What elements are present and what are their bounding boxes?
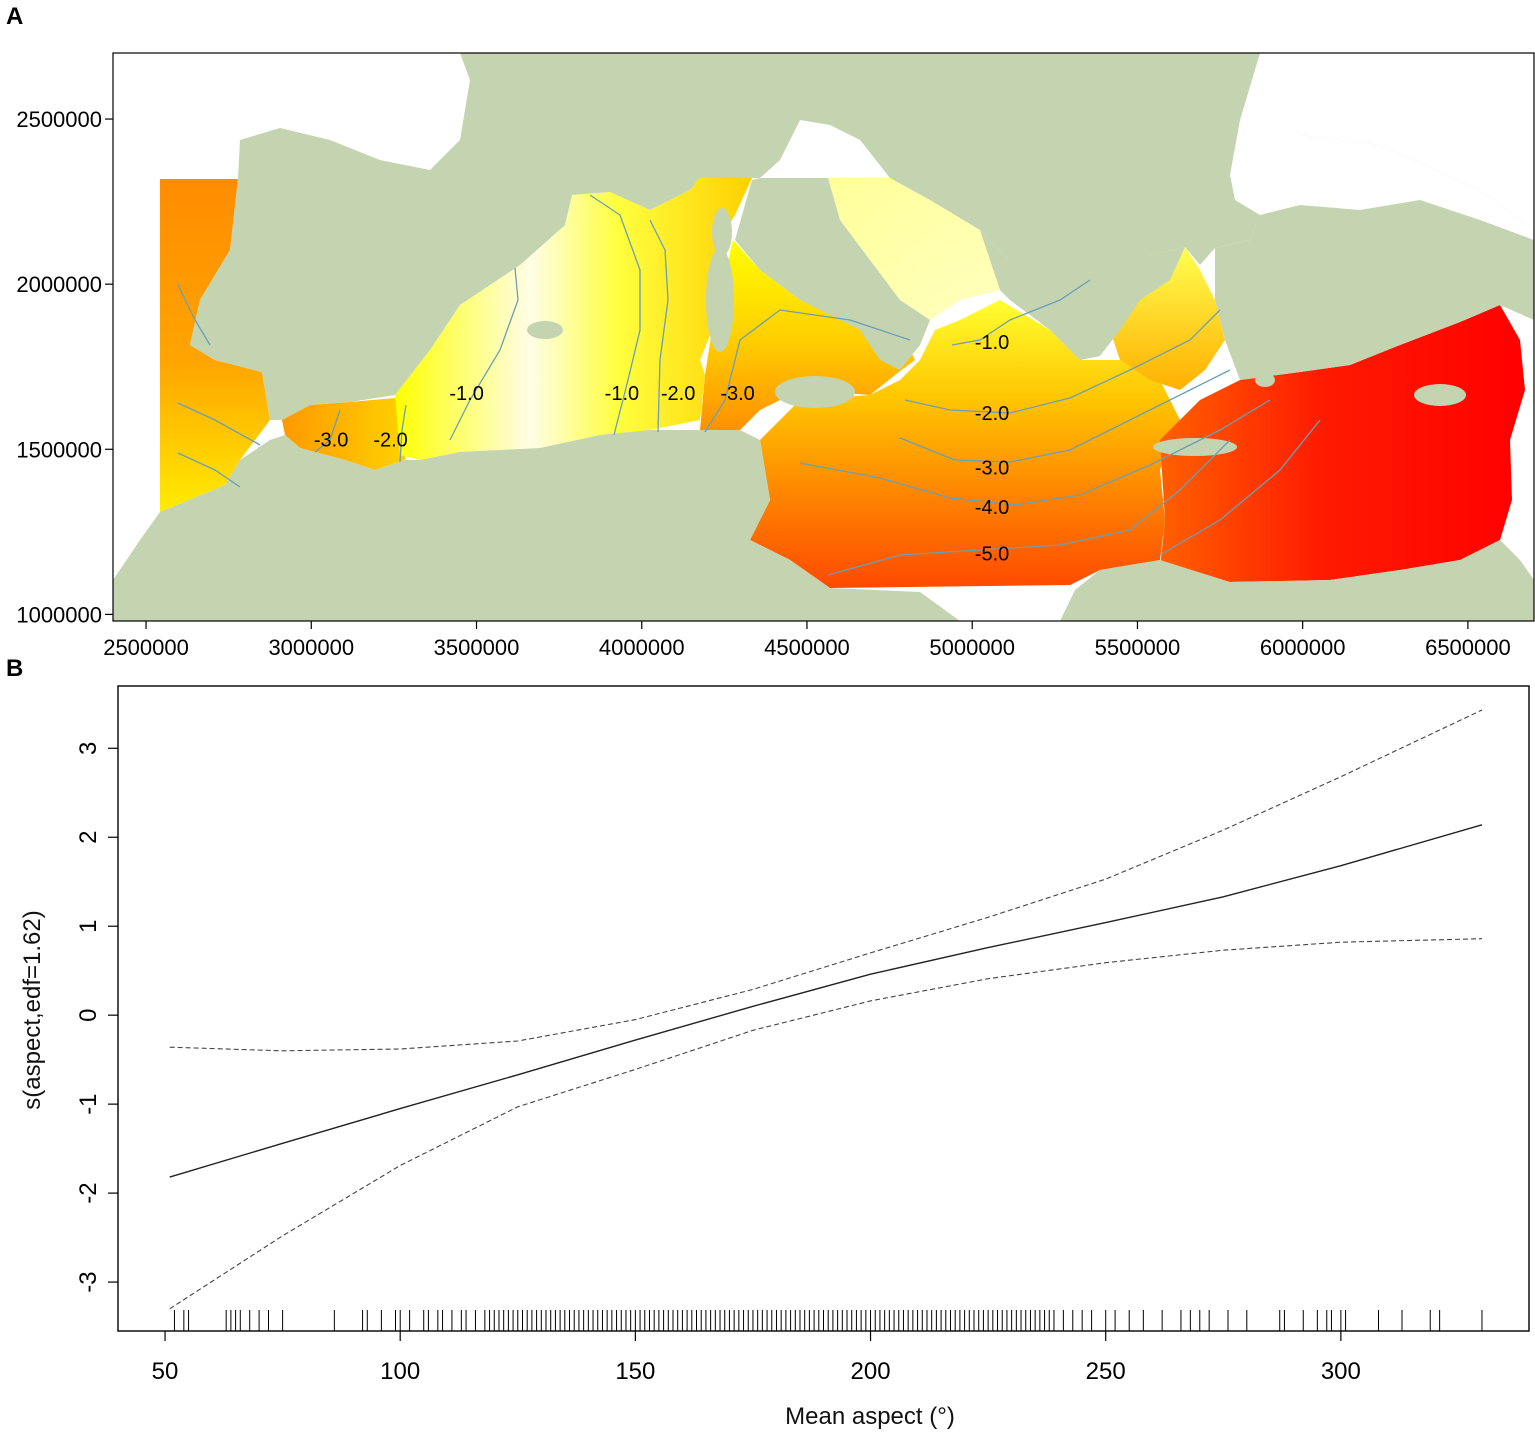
y-axis-title: s(aspect,edf=1.62): [19, 910, 46, 1109]
island-crete: [1153, 438, 1237, 456]
contour-label: -2.0: [373, 429, 407, 451]
heat-region-western-basin: [395, 178, 752, 460]
y-tick-label: -1: [75, 1093, 102, 1114]
map-x-tick-label: 3500000: [434, 635, 520, 660]
contour-line: [314, 409, 341, 453]
heat-region-central: [750, 300, 1180, 588]
map-x-tick-label: 3000000: [268, 635, 354, 660]
contour-label: -5.0: [975, 543, 1009, 565]
plot-lines: [169, 709, 1483, 1310]
heat-region-levantine: [1160, 305, 1525, 582]
map-y-tick-label: 2500000: [16, 107, 102, 132]
map-x-tick-label: 4500000: [764, 635, 850, 660]
land-italy: [735, 178, 930, 370]
panel-b-label: B: [6, 655, 23, 682]
y-tick-label: -3: [75, 1271, 102, 1292]
land-balkans: [980, 230, 1185, 360]
plot-rug: [173, 1310, 1483, 1331]
confidence-band-line: [169, 709, 1483, 1052]
y-tick-label: 1: [75, 920, 102, 933]
map-x-tick-label: 5000000: [929, 635, 1015, 660]
map-x-tick-label: 5500000: [1095, 635, 1181, 660]
contour-line: [951, 279, 1091, 346]
x-tick-label: 300: [1321, 1358, 1361, 1385]
contour-label: -2.0: [975, 403, 1009, 425]
x-tick-label: 100: [380, 1358, 420, 1385]
y-tick-label: 0: [75, 1008, 102, 1021]
contour-label: -1.0: [605, 383, 639, 405]
map-y-tick-label: 1000000: [16, 602, 102, 627]
map-panel: [113, 53, 1534, 621]
contour-line: [899, 369, 1231, 463]
heat-region-alboran: [282, 398, 410, 470]
contour-label: -3.0: [720, 383, 754, 405]
panel-a-label: A: [6, 3, 23, 30]
y-tick-label: 2: [75, 831, 102, 844]
x-tick-label: 250: [1086, 1358, 1126, 1385]
x-axis-title: Mean aspect (°): [785, 1403, 955, 1430]
contour-line: [799, 399, 1271, 506]
contour-label: -2.0: [661, 383, 695, 405]
confidence-band-line: [169, 938, 1483, 1310]
map-axes: 2500000 3000000 3500000 4000000 4500000 50000…: [16, 107, 1510, 660]
map-frame: [112, 52, 1535, 622]
island-balearic: [527, 321, 563, 339]
contour-line: [177, 452, 241, 488]
contour-line: [399, 404, 407, 463]
contour-label: -1.0: [449, 383, 483, 405]
contour-lines: [177, 194, 1321, 576]
contour-line: [649, 219, 669, 433]
contour-line: [589, 194, 641, 436]
y-tick-label: 3: [75, 742, 102, 755]
contour-labels: -3.0 -2.0 -1.0 -1.0 -2.0 -3.0 -1.0 -2.0 -3.0 -4.0…: [314, 332, 1009, 565]
plot-frame: [117, 685, 1530, 1332]
contour-line: [1159, 419, 1321, 556]
map-x-tick-label: 2500000: [103, 635, 189, 660]
island-sardinia: [706, 248, 734, 352]
heat-region-atlantic: [160, 179, 270, 512]
contour-line: [177, 284, 211, 346]
map-y-tick-label: 2000000: [16, 272, 102, 297]
x-tick-label: 150: [615, 1358, 655, 1385]
land-europe: [113, 53, 1534, 420]
black-sea: [1230, 53, 1534, 230]
land-africa: [113, 430, 960, 621]
x-tick-label: 200: [851, 1358, 891, 1385]
map-x-tick-label: 6000000: [1260, 635, 1346, 660]
contour-label: -1.0: [975, 332, 1009, 354]
x-tick-label: 50: [152, 1358, 179, 1385]
island-sicily: [775, 376, 855, 408]
contour-line: [449, 267, 519, 441]
contour-label: -3.0: [314, 429, 348, 451]
map-x-tick-label: 6500000: [1425, 635, 1511, 660]
island-corsica: [712, 208, 732, 256]
contour-line: [704, 309, 911, 433]
contour-label: -3.0: [975, 457, 1009, 479]
map-y-tick-label: 1500000: [16, 437, 102, 462]
land-africa-east: [1060, 540, 1534, 621]
smooth-fit-line: [169, 824, 1483, 1178]
contour-line: [177, 402, 261, 446]
island-cyprus: [1414, 384, 1466, 406]
contour-label: -4.0: [975, 497, 1009, 519]
land-anatolia: [1215, 200, 1534, 380]
heat-region-tyrrhenian: [700, 240, 915, 430]
y-tick-label: -2: [75, 1182, 102, 1203]
contour-line: [827, 439, 1231, 576]
contour-line: [904, 309, 1221, 414]
island-rhodes: [1255, 373, 1275, 387]
plot-axes: 50 100 150 200 250 300 -3 -2 -1 0 1 2 3: [75, 742, 1361, 1385]
heat-region-adriatic: [828, 178, 1010, 320]
map-x-tick-label: 4000000: [599, 635, 685, 660]
